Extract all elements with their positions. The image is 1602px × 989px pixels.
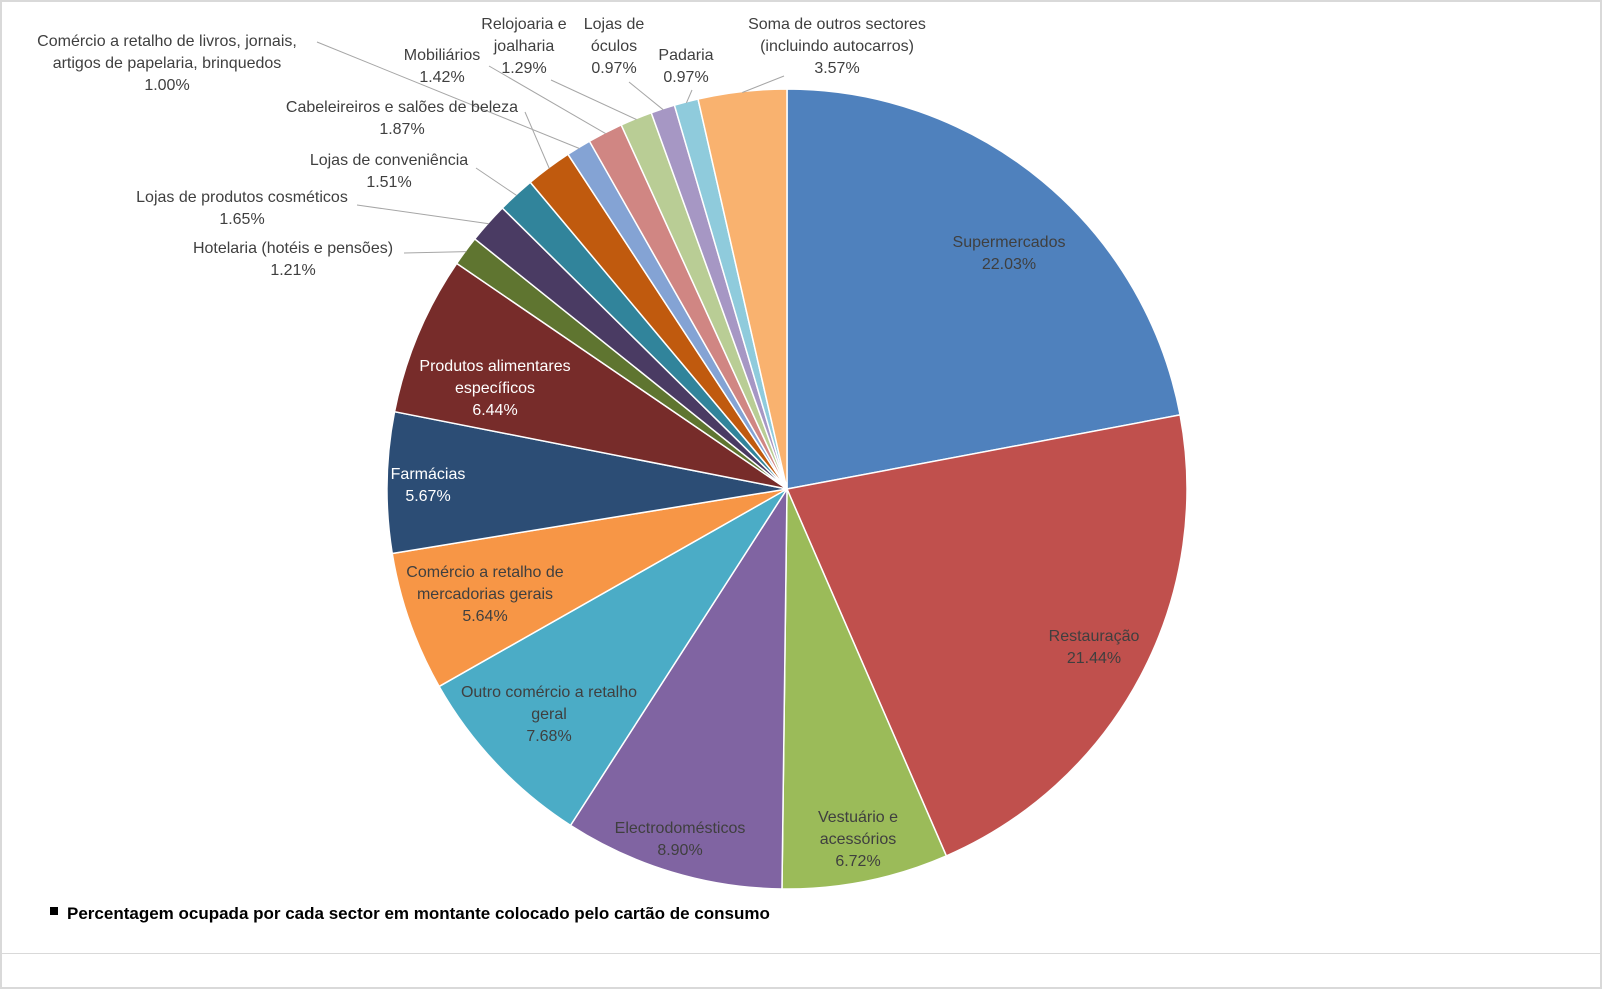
pie-slice-17[interactable] [697,88,788,490]
slice-callout-label-14: 1.29% [501,60,546,77]
slice-callout-label-11: 1.87% [379,121,424,138]
slice-callout-label-8: Hotelaria (hotéis e pensões) [193,240,393,257]
slice-callout-label-11: Cabeleireiros e salões de beleza [286,99,518,116]
leader-line-15 [628,81,664,111]
slice-callout-label-9: Lojas de produtos cosméticos [136,189,348,206]
slice-label-4: 7.68% [526,728,571,745]
slice-callout-label-12: 1.00% [144,77,189,94]
slice-callout-label-15: Lojas de [584,16,645,33]
pie-slice-5[interactable] [391,488,788,688]
slice-label-7: Produtos alimentares [419,358,570,375]
leader-line-17 [742,75,785,93]
slice-label-5: mercadorias gerais [417,586,553,603]
pie-slice-3[interactable] [569,488,788,890]
leader-line-13 [488,65,606,135]
slice-label-2: acessórios [820,831,896,848]
slice-label-7: específicos [455,380,535,397]
slice-label-7: 6.44% [472,402,517,419]
slice-callout-label-13: Mobiliários [404,47,480,64]
leader-line-16 [685,89,693,104]
slice-label-2: Vestuário e [818,809,898,826]
pie-slice-7[interactable] [393,262,788,490]
slice-label-5: Comércio a retalho de [406,564,564,581]
slice-label-0: 22.03% [982,256,1036,273]
slice-callout-label-17: 3.57% [814,60,859,77]
slice-callout-label-14: joalharia [493,38,555,55]
leader-line-8 [403,251,467,254]
pie-slice-0[interactable] [786,88,1181,490]
slice-callout-label-15: óculos [591,38,637,55]
slice-label-1: Restauração [1049,628,1140,645]
slice-label-1: 21.44% [1067,650,1121,667]
slice-callout-label-9: 1.65% [219,211,264,228]
slice-callout-label-17: (incluindo autocarros) [760,38,914,55]
caption-text: Percentagem ocupada por cada sector em m… [67,904,770,923]
pie-slice-4[interactable] [438,488,788,827]
slice-callout-label-10: Lojas de conveniência [310,152,468,169]
slice-callout-label-8: 1.21% [270,262,315,279]
leader-line-11 [524,111,550,169]
slice-label-6: 5.67% [405,488,450,505]
slice-callout-label-10: 1.51% [366,174,411,191]
slice-label-0: Supermercados [953,234,1066,251]
leader-line-9 [356,204,489,225]
slice-label-2: 6.72% [835,853,880,870]
leader-line-12 [316,41,580,149]
slice-callout-label-12: Comércio a retalho de livros, jornais, [37,33,297,50]
slice-callout-label-15: 0.97% [591,60,636,77]
slice-callout-label-17: Soma de outros sectores [748,16,926,33]
slice-label-3: 8.90% [657,842,702,859]
pie-slice-2[interactable] [781,488,948,890]
slice-label-5: 5.64% [462,608,507,625]
leader-line-10 [475,167,517,196]
slice-callout-label-16: 0.97% [663,69,708,86]
slice-label-3: Electrodomésticos [615,820,746,837]
slice-label-6: Farmácias [391,466,466,483]
pie-slice-1[interactable] [786,414,1188,857]
chart-caption: Percentagem ocupada por cada sector em m… [50,903,770,924]
slice-label-4: geral [531,706,567,723]
leader-line-14 [550,79,637,120]
slice-callout-label-14: Relojoaria e [481,16,566,33]
slice-label-4: Outro comércio a retalho [461,684,637,701]
series-marker-icon [50,907,58,915]
slice-callout-label-16: Padaria [658,47,713,64]
pie-slice-6[interactable] [386,410,788,555]
chart-bottom-border [2,953,1600,954]
slice-callout-label-13: 1.42% [419,69,464,86]
slice-callout-label-12: artigos de papelaria, brinquedos [53,55,282,72]
